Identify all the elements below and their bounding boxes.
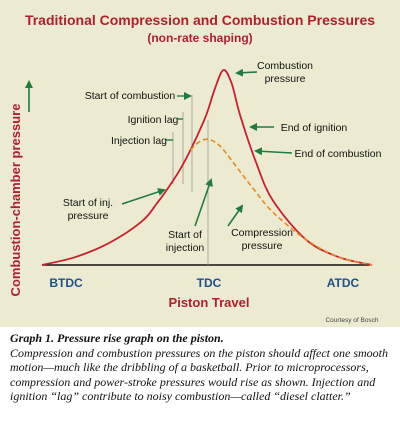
compression-pressure-line [189, 138, 373, 266]
annotation-start-of-inj-pressure-line2: pressure [68, 210, 109, 222]
credit-text: Courtesy of Bosch [325, 317, 378, 324]
annotation-start-of-inj-pressure-line1: Start of inj. [63, 197, 113, 209]
y-axis-title-group: Combustion-chamber pressure [8, 104, 23, 297]
annotation-injection-lag: Injection lag [111, 135, 167, 147]
caption-title: Graph 1. Pressure rise graph on the pist… [10, 331, 224, 345]
x-axis-title: Piston Travel [169, 295, 250, 310]
chart-panel [0, 0, 400, 327]
combustion-pressure-line [41, 69, 373, 266]
annotation-end-of-ignition: End of ignition [281, 122, 348, 134]
chart-subtitle: (non-rate shaping) [147, 31, 252, 45]
annotation-start-of-injection-line2: injection [166, 242, 205, 254]
chart-svg: Traditional Compression and Combustion P… [8, 12, 382, 324]
y-axis-title: Combustion-chamber pressure [8, 104, 23, 297]
x-tick-btdc: BTDC [49, 276, 83, 290]
annotation-ignition-lag: Ignition lag [128, 114, 179, 126]
annotation-start-of-injection-line1: Start of [168, 229, 202, 241]
annotation-combustion-pressure-line1: Combustion [257, 60, 313, 72]
caption: Graph 1. Pressure rise graph on the pist… [10, 331, 394, 404]
arrow-end-of-combustion [254, 147, 293, 156]
annotation-compression-pressure-line2: pressure [242, 240, 283, 252]
annotation-start-of-combustion: Start of combustion [85, 90, 176, 102]
annotation-compression-pressure-line1: Compression [231, 227, 293, 239]
arrow-start-of-inj-pressure [121, 188, 166, 205]
x-tick-atdc: ATDC [327, 276, 360, 290]
annotation-end-of-combustion: End of combustion [295, 148, 382, 160]
x-tick-tdc: TDC [197, 276, 222, 290]
arrow-combustion-pressure [235, 68, 258, 77]
chart-title: Traditional Compression and Combustion P… [25, 12, 375, 28]
arrow-compression-pressure [227, 204, 244, 227]
caption-body: Compression and combustion pressures on … [10, 345, 388, 404]
arrow-start-of-injection [194, 178, 213, 227]
annotation-combustion-pressure-line2: pressure [265, 73, 306, 85]
